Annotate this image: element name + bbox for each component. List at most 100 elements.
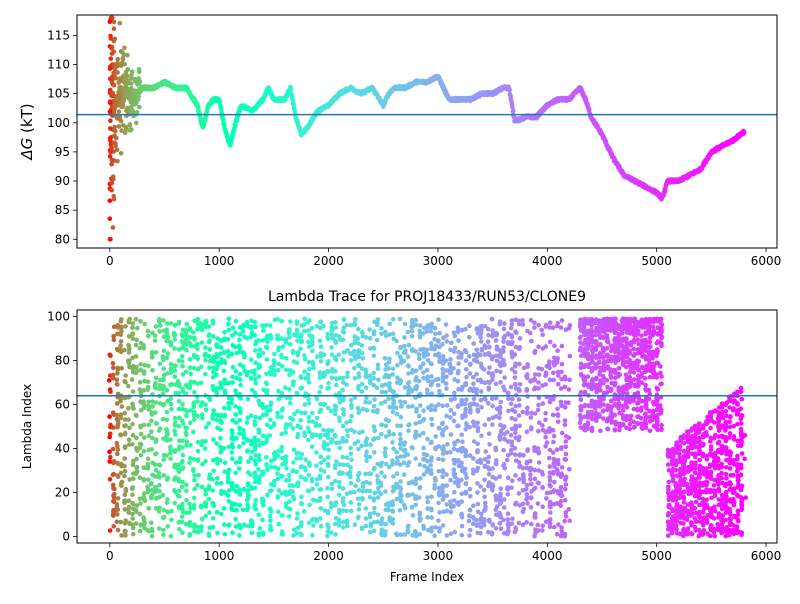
bottom-point [368, 336, 373, 341]
bottom-point [417, 352, 422, 357]
bottom-point [337, 511, 342, 516]
bottom-point [490, 374, 495, 379]
bottom-point [356, 473, 361, 478]
bottom-point [348, 474, 353, 479]
bottom-point [364, 506, 369, 511]
top-x-tick-label: 2000 [313, 254, 344, 268]
bottom-point [376, 363, 381, 368]
bottom-point [234, 508, 239, 513]
bottom-point [116, 528, 121, 533]
top-point [129, 127, 134, 132]
bottom-point [349, 414, 354, 419]
bottom-point [417, 379, 422, 384]
bottom-point [126, 406, 131, 411]
bottom-point [421, 524, 426, 529]
bottom-point [230, 380, 235, 385]
bottom-point [318, 402, 323, 407]
bottom-point [326, 475, 331, 480]
bottom-point [513, 473, 518, 478]
bottom-point [222, 506, 227, 511]
bottom-point [196, 449, 201, 454]
bottom-point [403, 440, 408, 445]
bottom-point [326, 529, 331, 534]
bottom-point [418, 403, 423, 408]
bottom-point [483, 423, 488, 428]
bottom-point [314, 423, 319, 428]
bottom-point [357, 507, 362, 512]
bottom-point [108, 432, 113, 437]
bottom-point [398, 485, 403, 490]
bottom-point [341, 398, 346, 403]
bottom-point [252, 435, 257, 440]
top-x-tick-label: 5000 [641, 254, 672, 268]
bottom-point [177, 494, 182, 499]
bottom-point [284, 422, 289, 427]
bottom-point [552, 434, 557, 439]
bottom-point [177, 384, 182, 389]
bottom-point [325, 486, 330, 491]
bottom-point [497, 322, 502, 327]
bottom-point [467, 533, 472, 538]
bottom-point [154, 451, 159, 456]
bottom-point [237, 488, 242, 493]
bottom-point [119, 433, 124, 438]
bottom-point [187, 386, 192, 391]
bottom-point [418, 510, 423, 515]
bottom-point [425, 368, 430, 373]
top-point [117, 109, 122, 114]
bottom-point [334, 383, 339, 388]
bottom-point [181, 389, 186, 394]
bottom-point [149, 419, 154, 424]
bottom-point [537, 460, 542, 465]
bottom-point [502, 327, 507, 332]
bottom-point [127, 334, 132, 339]
bottom-point [249, 456, 254, 461]
bottom-point [333, 522, 338, 527]
top-y-axis-label-symbol: ΔG [18, 138, 36, 161]
bottom-point [521, 522, 526, 527]
bottom-point [375, 338, 380, 343]
bottom-point [548, 340, 553, 345]
bottom-point [238, 526, 243, 531]
bottom-point [134, 413, 139, 418]
bottom-point [321, 428, 326, 433]
bottom-point [482, 495, 487, 500]
bottom-point [238, 418, 243, 423]
bottom-point [344, 323, 349, 328]
bottom-point [337, 493, 342, 498]
bottom-point [426, 405, 431, 410]
bottom-point [383, 474, 388, 479]
bottom-point [425, 347, 430, 352]
top-point [116, 57, 121, 62]
bottom-point [452, 419, 457, 424]
bottom-point [111, 361, 116, 366]
bottom-point [437, 529, 442, 534]
bottom-point [253, 348, 258, 353]
bottom-point [187, 510, 192, 515]
bottom-point [299, 524, 304, 529]
bottom-point [268, 408, 273, 413]
bottom-point [319, 344, 324, 349]
bottom-point [157, 526, 162, 531]
bottom-point [330, 487, 335, 492]
bottom-point [158, 323, 163, 328]
bottom-point [257, 363, 262, 368]
bottom-point [200, 462, 205, 467]
bottom-point [440, 433, 445, 438]
bottom-point [111, 524, 116, 529]
bottom-point [265, 467, 270, 472]
bottom-point [264, 405, 269, 410]
bottom-point [498, 380, 503, 385]
bottom-point [157, 317, 162, 322]
bottom-point [543, 411, 548, 416]
bottom-point [437, 426, 442, 431]
bottom-point [375, 462, 380, 467]
bottom-point [314, 463, 319, 468]
bottom-point [421, 376, 426, 381]
bottom-point [310, 444, 315, 449]
bottom-point [188, 443, 193, 448]
bottom-point [207, 484, 212, 489]
bottom-point [307, 367, 312, 372]
bottom-point [525, 429, 530, 434]
bottom-point [372, 506, 377, 511]
